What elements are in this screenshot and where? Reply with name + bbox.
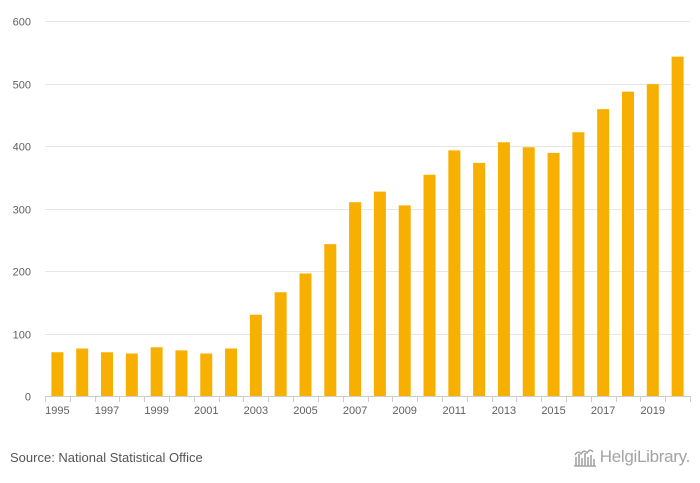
y-axis: 0 100 200 300 400 500 600 [13, 17, 31, 404]
chart-footer: Source: National Statistical Office Helg… [0, 442, 700, 483]
x-tick-label-2019: 2019 [641, 405, 665, 417]
bar-1997[interactable] [101, 352, 114, 396]
x-tick-label-2015: 2015 [541, 405, 565, 417]
bar-1998[interactable] [125, 353, 138, 397]
bar-2013[interactable] [497, 142, 510, 396]
bar-2005[interactable] [299, 273, 312, 397]
bar-2002[interactable] [225, 348, 238, 397]
x-tick-label-2005: 2005 [293, 405, 317, 417]
brand-name: HelgiLibrary. [599, 447, 691, 466]
bar-2007[interactable] [349, 202, 362, 396]
x-tick-label-1995: 1995 [45, 405, 69, 417]
bar-2009[interactable] [398, 205, 411, 397]
source-note: Source: National Statistical Office [10, 450, 203, 465]
library-icon [573, 449, 596, 467]
y-tick-label-500: 500 [13, 80, 31, 92]
y-tick-label-100: 100 [13, 330, 31, 342]
y-tick-label-200: 200 [13, 267, 31, 279]
bar-2017[interactable] [597, 109, 610, 397]
x-tick-label-1999: 1999 [144, 405, 168, 417]
x-tick-label-2013: 2013 [492, 405, 516, 417]
x-tick-label-2007: 2007 [343, 405, 367, 417]
x-axis: 1995 1997 1999 2001 2003 2005 2007 2009 2011 2013… [45, 396, 691, 417]
bar-2014[interactable] [522, 147, 535, 396]
x-tick-label-2003: 2003 [244, 405, 268, 417]
bar-2019[interactable] [646, 84, 659, 397]
y-tick-label-0: 0 [25, 392, 31, 404]
bar-2015[interactable] [547, 152, 560, 397]
bar-series [51, 56, 684, 397]
y-tick-label-600: 600 [13, 17, 31, 29]
bar-2004[interactable] [274, 292, 287, 396]
bar-2008[interactable] [373, 191, 386, 396]
bar-2012[interactable] [473, 162, 486, 397]
bar-chart: 0 100 200 300 400 500 600 1995 1997 1999 2001 2003… [13, 17, 691, 417]
x-tick-label-2017: 2017 [591, 405, 615, 417]
bar-2018[interactable] [621, 91, 634, 397]
x-tick-label-1997: 1997 [95, 405, 119, 417]
bar-1999[interactable] [150, 347, 163, 396]
bar-2000[interactable] [175, 350, 188, 397]
y-tick-label-300: 300 [13, 205, 31, 217]
bar-2011[interactable] [448, 150, 461, 397]
bar-2006[interactable] [324, 244, 337, 397]
brand-logo[interactable]: HelgiLibrary. [573, 446, 690, 468]
y-tick-label-400: 400 [13, 142, 31, 154]
bar-2016[interactable] [572, 132, 585, 396]
bar-2001[interactable] [200, 353, 213, 397]
x-tick-label-2009: 2009 [392, 405, 416, 417]
bar-1996[interactable] [76, 348, 89, 397]
gridlines [45, 21, 690, 335]
x-tick-label-2001: 2001 [194, 405, 218, 417]
x-tick-label-2011: 2011 [443, 405, 467, 417]
bar-2003[interactable] [249, 314, 262, 396]
bar-2010[interactable] [423, 174, 436, 396]
bar-1995[interactable] [51, 352, 64, 396]
bar-2020[interactable] [671, 56, 684, 397]
